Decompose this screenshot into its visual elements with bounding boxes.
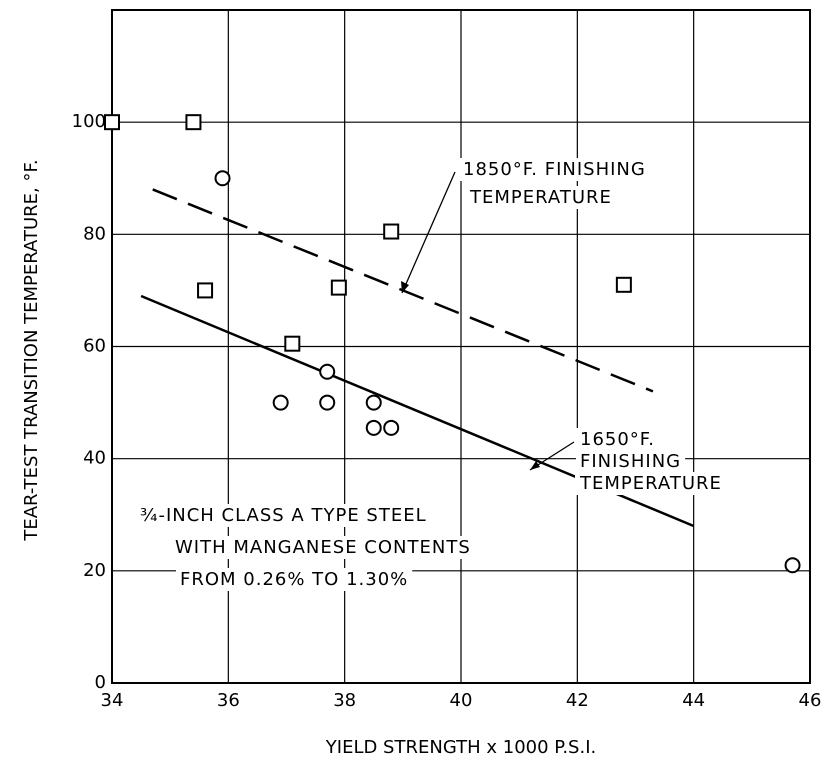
arrow	[401, 171, 456, 294]
square-point	[330, 279, 347, 296]
square-point	[104, 114, 120, 131]
annotation-background	[176, 568, 413, 591]
x-tick-label: 42	[566, 690, 589, 711]
arrowhead	[530, 461, 540, 470]
annotation: FROM 0.26% TO 1.30%	[180, 569, 408, 590]
x-tick-label: 44	[682, 690, 705, 711]
annotation-background	[465, 186, 616, 209]
y-tick-label: 100	[72, 111, 106, 132]
circle-point	[272, 394, 289, 411]
x-tick-label: 36	[217, 690, 240, 711]
annotation: TEMPERATURE	[579, 473, 722, 494]
square-point	[185, 114, 202, 131]
square-point	[197, 282, 214, 299]
circle-point	[365, 419, 382, 436]
y-tick-label: 20	[83, 560, 106, 581]
annotation-background	[171, 536, 475, 559]
y-tick-label: 40	[83, 448, 106, 469]
annotation-background	[576, 450, 686, 473]
annotation-background	[575, 472, 726, 495]
square-point	[383, 223, 400, 240]
annotation: ¾-INCH CLASS A TYPE STEEL	[140, 505, 427, 526]
annotation-background	[136, 504, 431, 527]
y-axis-label: TEAR-TEST TRANSITION TEMPERATURE, °F.	[21, 159, 42, 541]
annotation: FINISHING	[580, 451, 681, 472]
circle-point	[784, 557, 801, 574]
square-point	[284, 335, 301, 352]
circle-point	[365, 394, 382, 411]
x-tick-label: 34	[101, 690, 124, 711]
x-tick-label: 40	[450, 690, 473, 711]
x-tick-label: 38	[333, 690, 356, 711]
y-tick-label: 60	[83, 336, 106, 357]
circle-point	[319, 394, 336, 411]
x-axis-label: YIELD STRENGTH x 1000 P.S.I.	[325, 737, 596, 758]
circle-point	[319, 363, 336, 380]
annotation-background	[576, 428, 659, 451]
square-point	[615, 276, 632, 293]
y-tick-label: 80	[83, 223, 106, 244]
annotation-background	[459, 158, 650, 181]
annotation: 1650°F.	[580, 429, 655, 450]
y-tick-label: 0	[95, 672, 106, 693]
annotation: WITH MANGANESE CONTENTS	[175, 537, 471, 558]
annotation: TEMPERATURE	[469, 187, 612, 208]
circle-point	[383, 419, 400, 436]
circle-point	[214, 170, 231, 187]
annotation: 1850°F. FINISHING	[463, 159, 646, 180]
trend-line	[152, 188, 654, 393]
x-tick-label: 46	[799, 690, 822, 711]
